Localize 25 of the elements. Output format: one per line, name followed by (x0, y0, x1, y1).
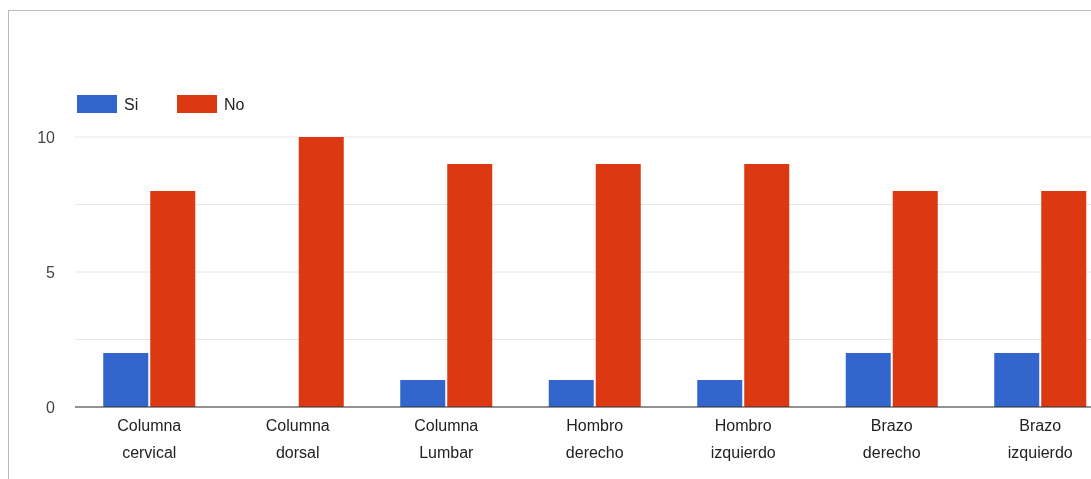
bar (994, 353, 1040, 407)
x-tick-label: Columna dorsal (265, 417, 330, 461)
bar (744, 164, 790, 407)
bar (447, 164, 493, 407)
legend-label: No (224, 96, 245, 113)
bar (595, 164, 641, 407)
bar (892, 191, 938, 407)
x-tick-label: Brazo izquierdo (1007, 417, 1073, 461)
x-tick-label: Columna cervical (117, 417, 182, 461)
y-tick-label: 5 (46, 264, 56, 281)
bar (1041, 191, 1087, 407)
bar (298, 137, 344, 407)
x-tick-label: Hombro derecho (565, 417, 624, 461)
y-tick-label: 10 (37, 129, 56, 146)
bar (103, 353, 149, 407)
bar (400, 380, 446, 407)
x-tick-label: Hombro izquierdo (710, 417, 776, 461)
legend-label: Si (124, 96, 139, 113)
bar (548, 380, 594, 407)
bar (150, 191, 196, 407)
bar (697, 380, 743, 407)
y-tick-label: 0 (46, 399, 56, 416)
x-tick-label: Columna Lumbar (414, 417, 479, 461)
bar (845, 353, 891, 407)
x-tick-label: Brazo derecho (862, 417, 921, 461)
